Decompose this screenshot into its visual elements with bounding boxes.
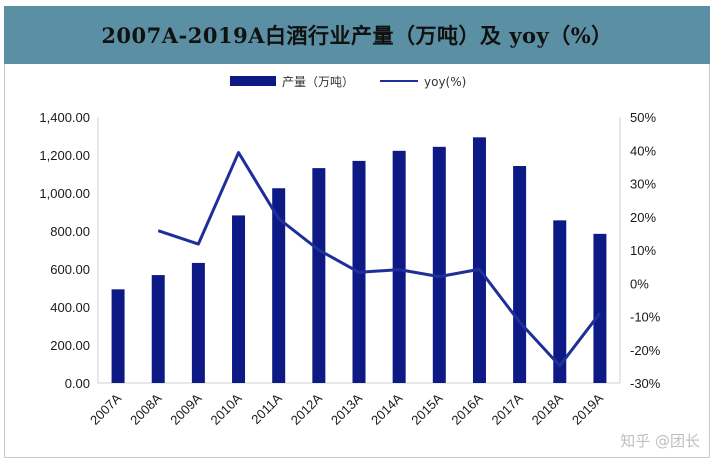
y-right-tick-label: 0% <box>630 276 649 291</box>
y-right-tick-label: 40% <box>630 143 656 158</box>
y-left-tick-label: 600.00 <box>50 262 90 277</box>
bar-production <box>232 215 246 383</box>
y-right-tick-label: -20% <box>630 343 661 358</box>
x-tick-label: 2016A <box>448 390 485 427</box>
legend-label-yoy: yoy(%) <box>424 75 466 89</box>
bar-production <box>593 233 607 383</box>
y-right-tick-label: -10% <box>630 310 661 325</box>
bar-production <box>472 137 486 383</box>
bar-production <box>151 275 165 383</box>
chart-title: 2007A-2019A白酒行业产量（万吨）及 yoy（%） <box>101 23 613 48</box>
line-yoy <box>157 151 602 368</box>
legend-swatch-production <box>230 76 276 86</box>
bar-production <box>191 262 205 383</box>
y-left-tick-label: 1,400.00 <box>39 110 90 125</box>
y-right-tick-label: 50% <box>630 110 656 125</box>
legend-label-production: 产量（万吨） <box>282 75 354 89</box>
bar-production <box>553 220 567 383</box>
y-left-tick-label: 1,200.00 <box>39 148 90 163</box>
x-tick-label: 2013A <box>328 390 365 427</box>
y-left-tick-label: 800.00 <box>50 224 90 239</box>
x-tick-label: 2019A <box>569 390 606 427</box>
y-right-tick-label: 10% <box>630 243 656 258</box>
bar-production <box>432 146 446 383</box>
x-tick-label: 2009A <box>167 390 204 427</box>
watermark-text: 知乎 @团长 <box>620 432 700 450</box>
x-tick-label: 2011A <box>248 390 285 427</box>
bar-production <box>392 150 406 383</box>
x-tick-label: 2017A <box>489 390 526 427</box>
bar-production <box>513 166 527 383</box>
y-right-tick-label: 30% <box>630 177 656 192</box>
y-left-tick-label: 1,000.00 <box>39 186 90 201</box>
bar-production <box>312 168 326 383</box>
chart-title-bar: 2007A-2019A白酒行业产量（万吨）及 yoy（%） <box>4 6 710 64</box>
x-tick-label: 2012A <box>288 390 325 427</box>
bar-production <box>111 289 125 383</box>
y-right-tick-label: 20% <box>630 210 656 225</box>
y-left-tick-label: 400.00 <box>50 300 90 315</box>
bar-production <box>272 188 286 383</box>
x-tick-label: 2010A <box>207 390 244 427</box>
y-left-tick-label: 200.00 <box>50 338 90 353</box>
x-tick-label: 2015A <box>408 390 445 427</box>
x-tick-label: 2018A <box>529 390 566 427</box>
x-tick-label: 2014A <box>368 390 405 427</box>
x-tick-label: 2008A <box>127 390 164 427</box>
y-right-tick-label: -30% <box>630 376 661 391</box>
y-left-tick-label: 0.00 <box>65 376 90 391</box>
x-tick-label: 2007A <box>87 390 124 427</box>
